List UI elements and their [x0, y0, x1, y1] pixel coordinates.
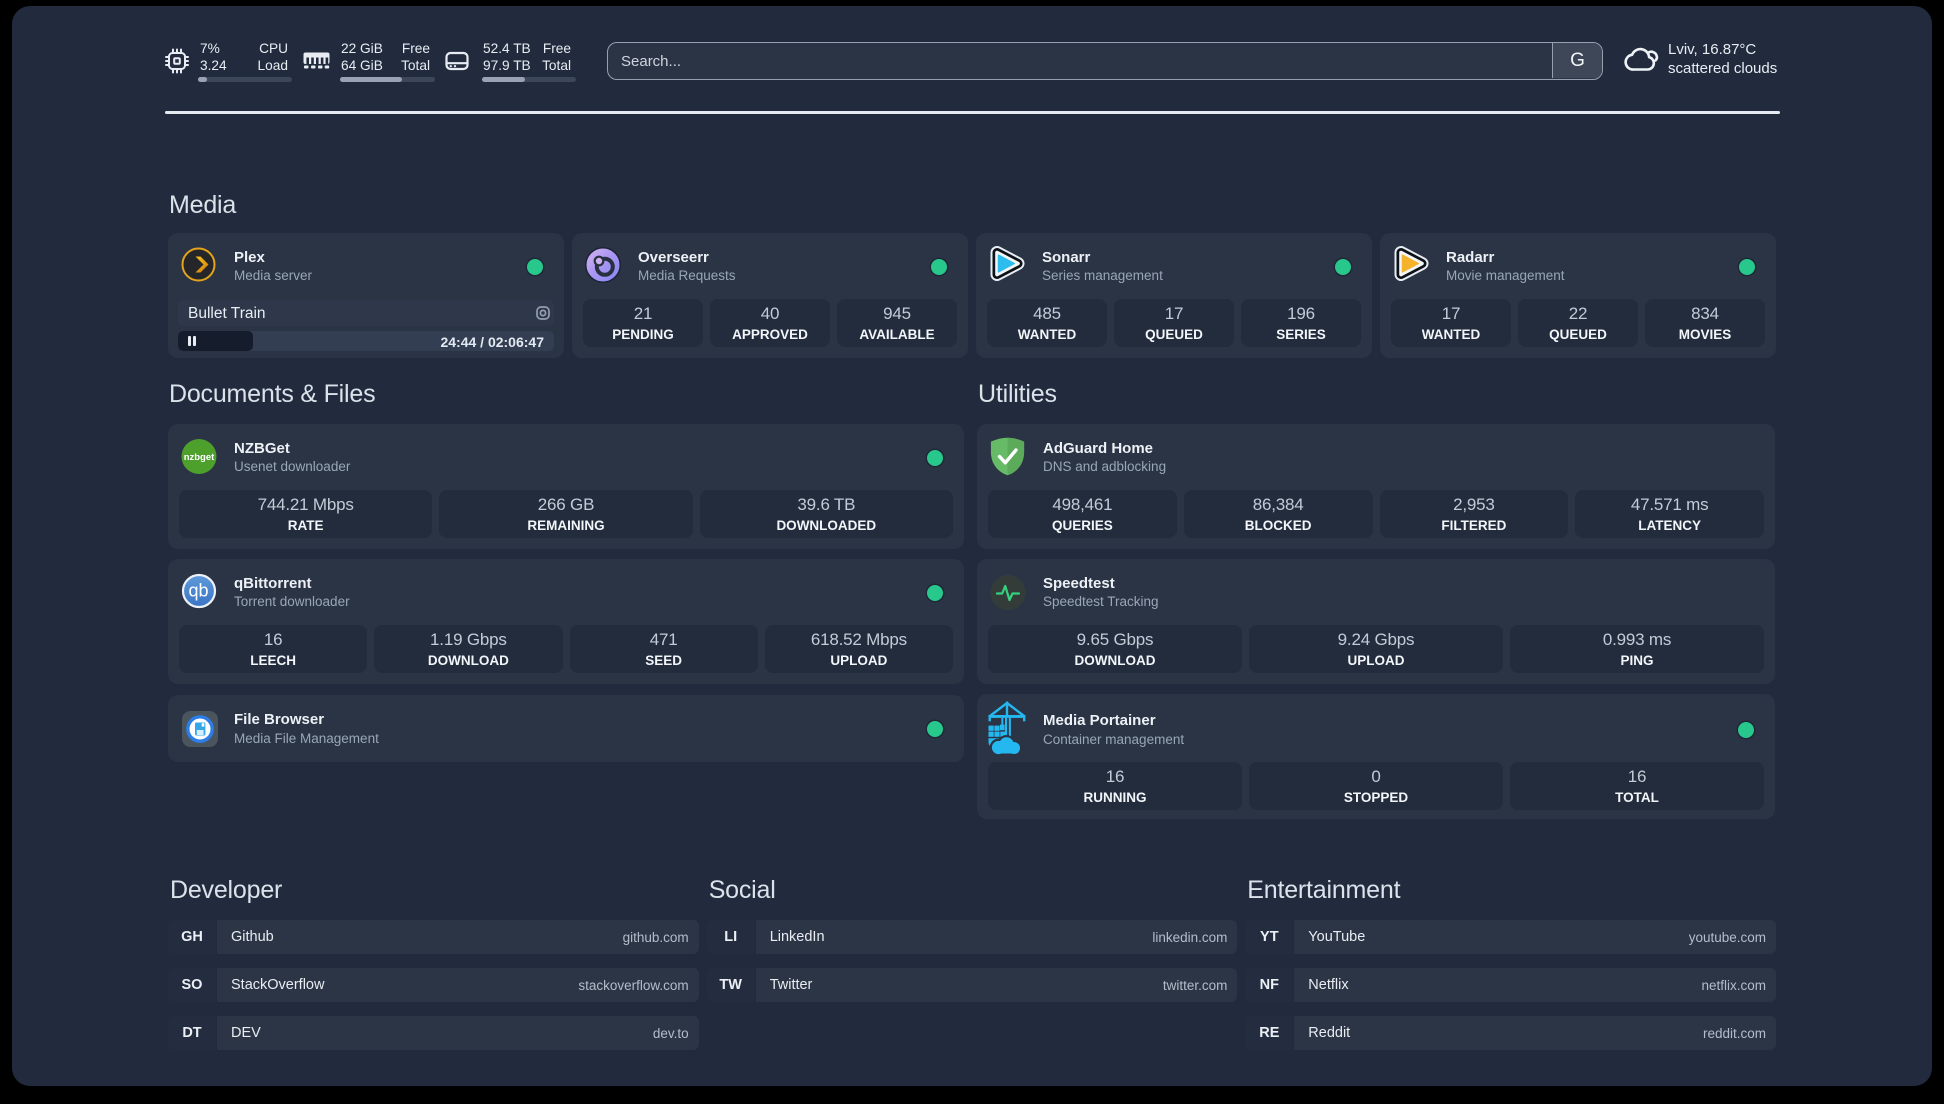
- svg-text:qb: qb: [188, 581, 208, 601]
- svg-text:nzbget: nzbget: [184, 452, 215, 463]
